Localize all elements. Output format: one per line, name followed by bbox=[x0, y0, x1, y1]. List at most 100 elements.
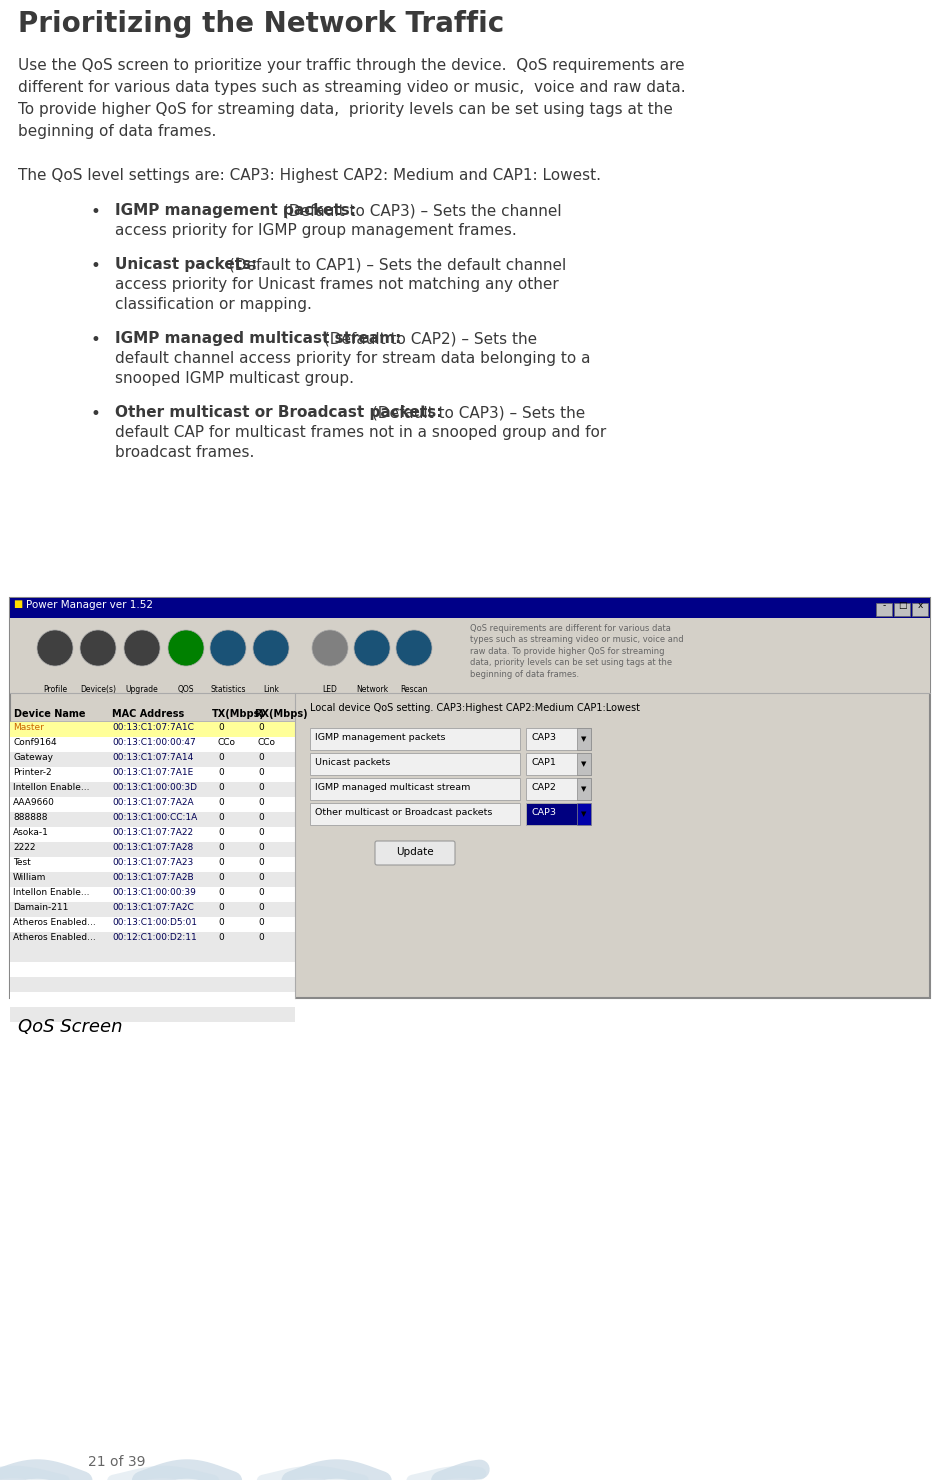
Bar bbox=[10, 598, 930, 998]
Bar bbox=[526, 804, 591, 824]
Bar bbox=[894, 602, 910, 616]
Text: IGMP managed multicast stream:: IGMP managed multicast stream: bbox=[115, 332, 401, 346]
Text: Unicast packets: Unicast packets bbox=[315, 758, 390, 767]
Text: 0: 0 bbox=[218, 798, 224, 807]
Bar bbox=[10, 992, 295, 1006]
Bar bbox=[310, 728, 520, 750]
Text: access priority for Unicast frames not matching any other: access priority for Unicast frames not m… bbox=[115, 277, 559, 292]
Text: 00:13:C1:00:00:39: 00:13:C1:00:00:39 bbox=[112, 888, 196, 897]
Text: 0: 0 bbox=[258, 827, 264, 838]
Bar bbox=[10, 1023, 295, 1037]
Bar bbox=[10, 932, 295, 947]
Text: Test: Test bbox=[13, 858, 31, 867]
Text: □: □ bbox=[898, 601, 906, 610]
Text: snooped IGMP multicast group.: snooped IGMP multicast group. bbox=[115, 371, 354, 386]
Text: •: • bbox=[90, 406, 100, 423]
Text: Atheros Enabled...: Atheros Enabled... bbox=[13, 918, 96, 926]
Circle shape bbox=[80, 630, 116, 666]
Text: Printer-2: Printer-2 bbox=[13, 768, 52, 777]
Text: •: • bbox=[90, 258, 100, 275]
Text: Link: Link bbox=[263, 685, 279, 694]
Text: ▼: ▼ bbox=[581, 761, 587, 767]
Bar bbox=[10, 842, 295, 857]
Text: CCo: CCo bbox=[258, 739, 276, 747]
FancyBboxPatch shape bbox=[375, 841, 455, 864]
Text: default channel access priority for stream data belonging to a: default channel access priority for stre… bbox=[115, 351, 591, 366]
Text: 00:13:C1:07:7A2B: 00:13:C1:07:7A2B bbox=[112, 873, 194, 882]
Text: ▼: ▼ bbox=[581, 786, 587, 792]
Bar bbox=[10, 872, 295, 887]
Text: CAP1: CAP1 bbox=[531, 758, 556, 767]
Text: 0: 0 bbox=[258, 858, 264, 867]
Text: Update: Update bbox=[397, 847, 434, 857]
Text: Upgrade: Upgrade bbox=[125, 685, 158, 694]
Text: Asoka-1: Asoka-1 bbox=[13, 827, 49, 838]
Bar bbox=[10, 887, 295, 901]
Text: The QoS level settings are: CAP3: Highest CAP2: Medium and CAP1: Lowest.: The QoS level settings are: CAP3: Highes… bbox=[18, 169, 601, 184]
Text: Use the QoS screen to prioritize your traffic through the device.  QoS requireme: Use the QoS screen to prioritize your tr… bbox=[18, 58, 685, 73]
Circle shape bbox=[253, 630, 289, 666]
Text: To provide higher QoS for streaming data,  priority levels can be set using tags: To provide higher QoS for streaming data… bbox=[18, 102, 673, 117]
Text: 0: 0 bbox=[218, 888, 224, 897]
Text: 0: 0 bbox=[218, 873, 224, 882]
Circle shape bbox=[124, 630, 160, 666]
Text: 00:13:C1:07:7A2C: 00:13:C1:07:7A2C bbox=[112, 903, 194, 912]
Circle shape bbox=[210, 630, 246, 666]
Text: Device(s): Device(s) bbox=[80, 685, 116, 694]
Text: Master: Master bbox=[13, 724, 44, 733]
Text: 0: 0 bbox=[258, 844, 264, 852]
Text: 00:13:C1:07:7A14: 00:13:C1:07:7A14 bbox=[112, 753, 193, 762]
Bar bbox=[10, 918, 295, 932]
Text: 0: 0 bbox=[258, 932, 264, 941]
Text: ■: ■ bbox=[13, 599, 23, 608]
Text: x: x bbox=[918, 601, 922, 610]
Circle shape bbox=[312, 630, 348, 666]
Text: 0: 0 bbox=[258, 903, 264, 912]
Text: 00:13:C1:00:00:3D: 00:13:C1:00:00:3D bbox=[112, 783, 197, 792]
Text: Rescan: Rescan bbox=[400, 685, 428, 694]
Text: -: - bbox=[883, 601, 885, 610]
Bar bbox=[10, 977, 295, 992]
Circle shape bbox=[168, 630, 204, 666]
Text: Network: Network bbox=[356, 685, 388, 694]
Bar bbox=[10, 1006, 295, 1023]
Text: access priority for IGMP group management frames.: access priority for IGMP group managemen… bbox=[115, 223, 517, 238]
Text: 0: 0 bbox=[218, 903, 224, 912]
Text: Prioritizing the Network Traffic: Prioritizing the Network Traffic bbox=[18, 10, 504, 38]
Text: Device Name: Device Name bbox=[14, 709, 86, 719]
Bar bbox=[876, 602, 892, 616]
Text: 0: 0 bbox=[258, 783, 264, 792]
Bar bbox=[526, 728, 591, 750]
Text: Conf9164: Conf9164 bbox=[13, 739, 57, 747]
Text: IGMP management packets: IGMP management packets bbox=[315, 733, 446, 741]
Text: 0: 0 bbox=[218, 813, 224, 821]
Text: CAP2: CAP2 bbox=[531, 783, 556, 792]
Bar bbox=[577, 804, 591, 824]
Text: 0: 0 bbox=[258, 724, 264, 733]
Bar bbox=[577, 728, 591, 750]
Text: 00:13:C1:00:D5:01: 00:13:C1:00:D5:01 bbox=[112, 918, 197, 926]
Text: 0: 0 bbox=[258, 753, 264, 762]
Text: LED: LED bbox=[322, 685, 337, 694]
Bar bbox=[10, 857, 295, 872]
Bar bbox=[10, 767, 295, 781]
Text: •: • bbox=[90, 203, 100, 221]
Text: 0: 0 bbox=[218, 844, 224, 852]
Text: 888888: 888888 bbox=[13, 813, 47, 821]
Text: 0: 0 bbox=[258, 798, 264, 807]
Text: QoS Screen: QoS Screen bbox=[18, 1018, 122, 1036]
Text: 0: 0 bbox=[258, 918, 264, 926]
Text: Damain-211: Damain-211 bbox=[13, 903, 69, 912]
Text: (Default to CAP3) – Sets the channel: (Default to CAP3) – Sets the channel bbox=[278, 203, 561, 218]
Bar bbox=[10, 901, 295, 918]
Bar bbox=[310, 804, 520, 824]
Text: RX(Mbps): RX(Mbps) bbox=[254, 709, 308, 719]
Text: ▼: ▼ bbox=[581, 736, 587, 741]
Bar bbox=[10, 598, 930, 619]
Text: 0: 0 bbox=[218, 858, 224, 867]
Text: 0: 0 bbox=[218, 724, 224, 733]
Bar bbox=[10, 752, 295, 767]
Text: Intellon Enable...: Intellon Enable... bbox=[13, 888, 89, 897]
Bar bbox=[10, 962, 295, 977]
Text: IGMP managed multicast stream: IGMP managed multicast stream bbox=[315, 783, 470, 792]
